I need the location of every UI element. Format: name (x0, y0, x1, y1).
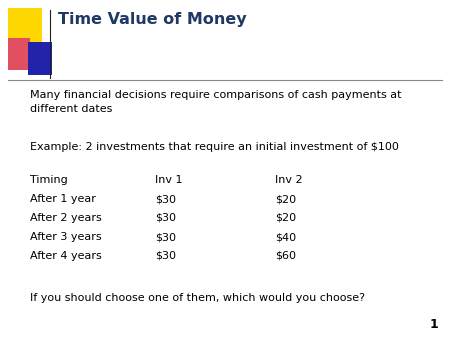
Text: $20: $20 (275, 213, 296, 223)
Text: $60: $60 (275, 251, 296, 261)
Text: Many financial decisions require comparisons of cash payments at
different dates: Many financial decisions require compari… (30, 90, 401, 114)
Text: After 4 years: After 4 years (30, 251, 102, 261)
Text: Example: 2 investments that require an initial investment of $100: Example: 2 investments that require an i… (30, 142, 399, 152)
Text: $40: $40 (275, 232, 296, 242)
Text: After 2 years: After 2 years (30, 213, 102, 223)
Text: Time Value of Money: Time Value of Money (58, 12, 247, 27)
Text: Timing: Timing (30, 175, 68, 185)
Text: $20: $20 (275, 194, 296, 204)
Text: $30: $30 (155, 251, 176, 261)
Text: After 1 year: After 1 year (30, 194, 96, 204)
Text: $30: $30 (155, 232, 176, 242)
Text: Inv 2: Inv 2 (275, 175, 302, 185)
Text: 1: 1 (429, 318, 438, 331)
Text: After 3 years: After 3 years (30, 232, 102, 242)
Text: $30: $30 (155, 194, 176, 204)
Bar (8, 38, 30, 70)
Text: Inv 1: Inv 1 (155, 175, 183, 185)
Bar (8, 8, 42, 55)
Bar (28, 42, 52, 75)
Text: $30: $30 (155, 213, 176, 223)
Text: If you should choose one of them, which would you choose?: If you should choose one of them, which … (30, 293, 365, 303)
